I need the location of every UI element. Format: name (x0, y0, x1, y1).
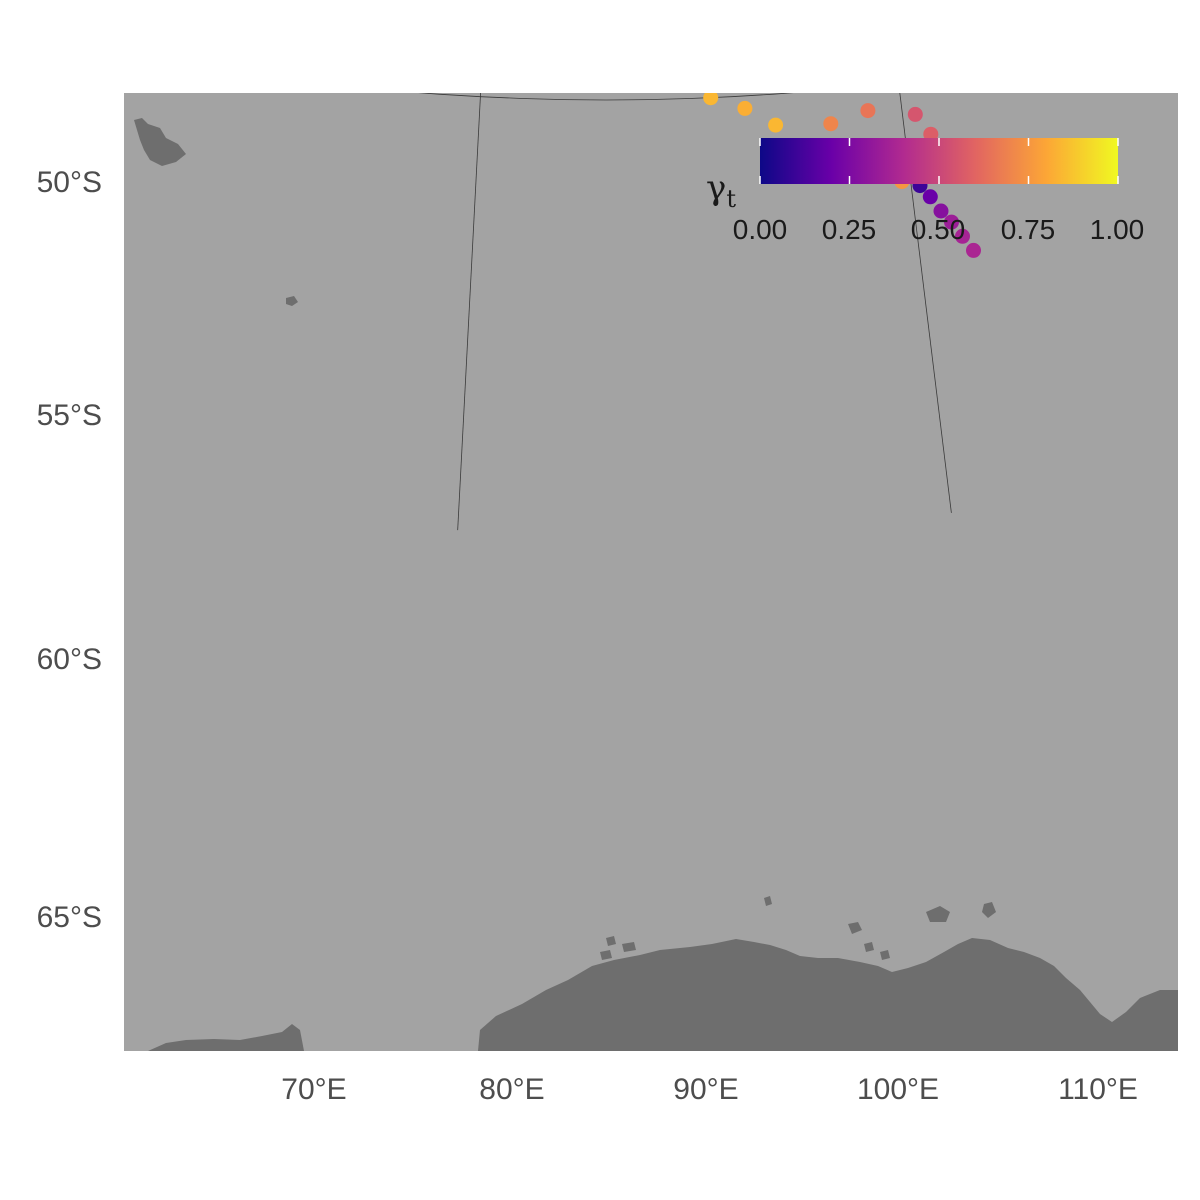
track-point-39 (768, 117, 784, 133)
legend-tick-label-1: 0.25 (822, 214, 877, 245)
track-point-35 (627, 30, 642, 45)
graticule (418, 93, 952, 531)
track-point-59 (955, 228, 970, 244)
legend-tick-label-2: 0.50 (911, 214, 966, 245)
legend-tick-marks (759, 138, 1119, 184)
track-point-58 (944, 214, 959, 230)
land-masses (124, 118, 1178, 1051)
land-kerguelen (134, 118, 186, 166)
legend-tick-label-4: 1.00 (1090, 214, 1145, 245)
graticule-parallel-65s (418, 93, 794, 101)
legend-title-symbol: γ (706, 168, 726, 208)
land-antarctica-west (124, 1024, 304, 1051)
legend-title: γt (706, 168, 736, 213)
land-island-small-east (982, 902, 996, 918)
land-heard-island (286, 296, 298, 306)
graticule-meridian-100e (457, 93, 481, 531)
track-point-61 (923, 126, 939, 142)
track-point-37 (703, 93, 719, 106)
map-panel-background (124, 93, 1178, 1051)
track-point-57 (933, 203, 949, 219)
y-tick-label-2: 60°S (37, 643, 102, 676)
track-point-63 (860, 103, 876, 119)
land-island-cluster-east (926, 906, 950, 922)
land-antarctica (478, 938, 1178, 1051)
axis-labels: 50°S 55°S 60°S 65°S 70°E 80°E 90°E 100°E… (37, 166, 1138, 1106)
y-tick-label-1: 55°S (37, 399, 102, 432)
track-point-36 (665, 67, 680, 82)
track-point-60 (966, 242, 981, 258)
legend-tick-label-3: 0.75 (1001, 214, 1056, 245)
y-tick-label-3: 65°S (37, 901, 102, 934)
land-islands-mid (600, 936, 636, 960)
track-point-38 (737, 100, 753, 116)
x-tick-label-2: 90°E (673, 1073, 738, 1106)
track-point-34 (578, 0, 593, 8)
track-point-64 (823, 116, 839, 132)
x-tick-label-1: 80°E (479, 1073, 544, 1106)
track-point-56 (922, 189, 938, 205)
x-tick-label-0: 70°E (281, 1073, 346, 1106)
colorbar-legend: γt 0.00 0.25 0.50 0.75 1.00 (706, 138, 1144, 245)
x-tick-label-4: 110°E (1058, 1073, 1138, 1106)
y-tick-label-0: 50°S (37, 166, 102, 199)
x-tick-label-3: 100°E (857, 1073, 939, 1106)
graticule-meridian-110e (899, 93, 952, 513)
track-point-62 (907, 106, 923, 122)
legend-tick-label-0: 0.00 (733, 214, 788, 245)
legend-title-subscript: t (726, 185, 736, 213)
